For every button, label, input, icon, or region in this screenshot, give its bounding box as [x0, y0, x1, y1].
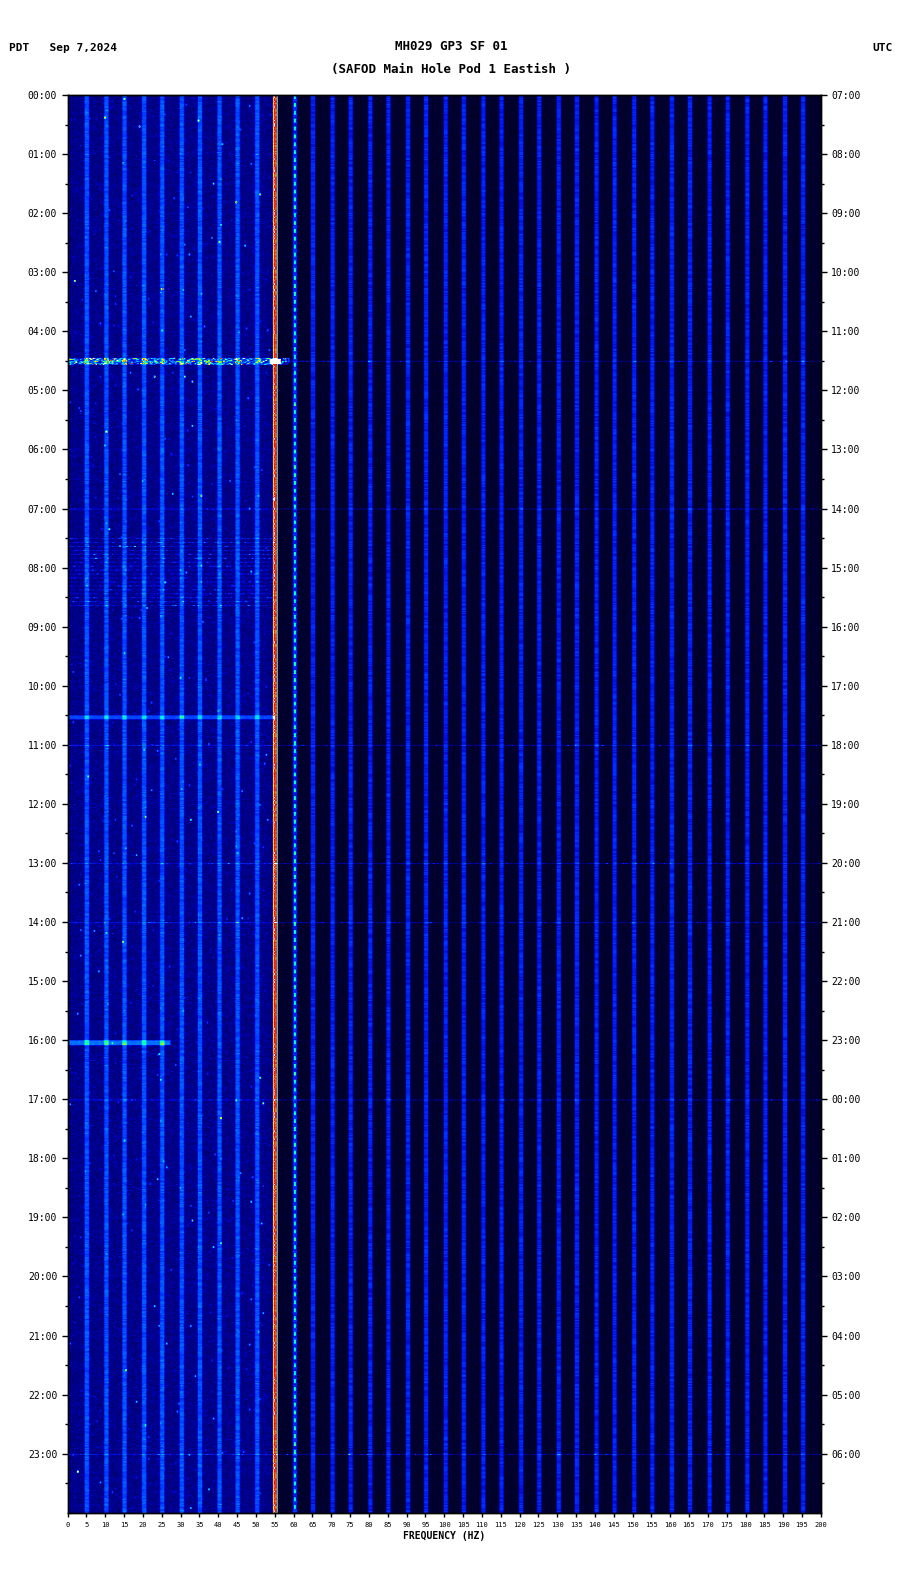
Text: (SAFOD Main Hole Pod 1 Eastish ): (SAFOD Main Hole Pod 1 Eastish ) — [331, 63, 571, 76]
Text: MH029 GP3 SF 01: MH029 GP3 SF 01 — [395, 40, 507, 52]
Text: PDT   Sep 7,2024: PDT Sep 7,2024 — [9, 43, 117, 52]
X-axis label: FREQUENCY (HZ): FREQUENCY (HZ) — [403, 1530, 485, 1541]
Text: UTC: UTC — [873, 43, 893, 52]
